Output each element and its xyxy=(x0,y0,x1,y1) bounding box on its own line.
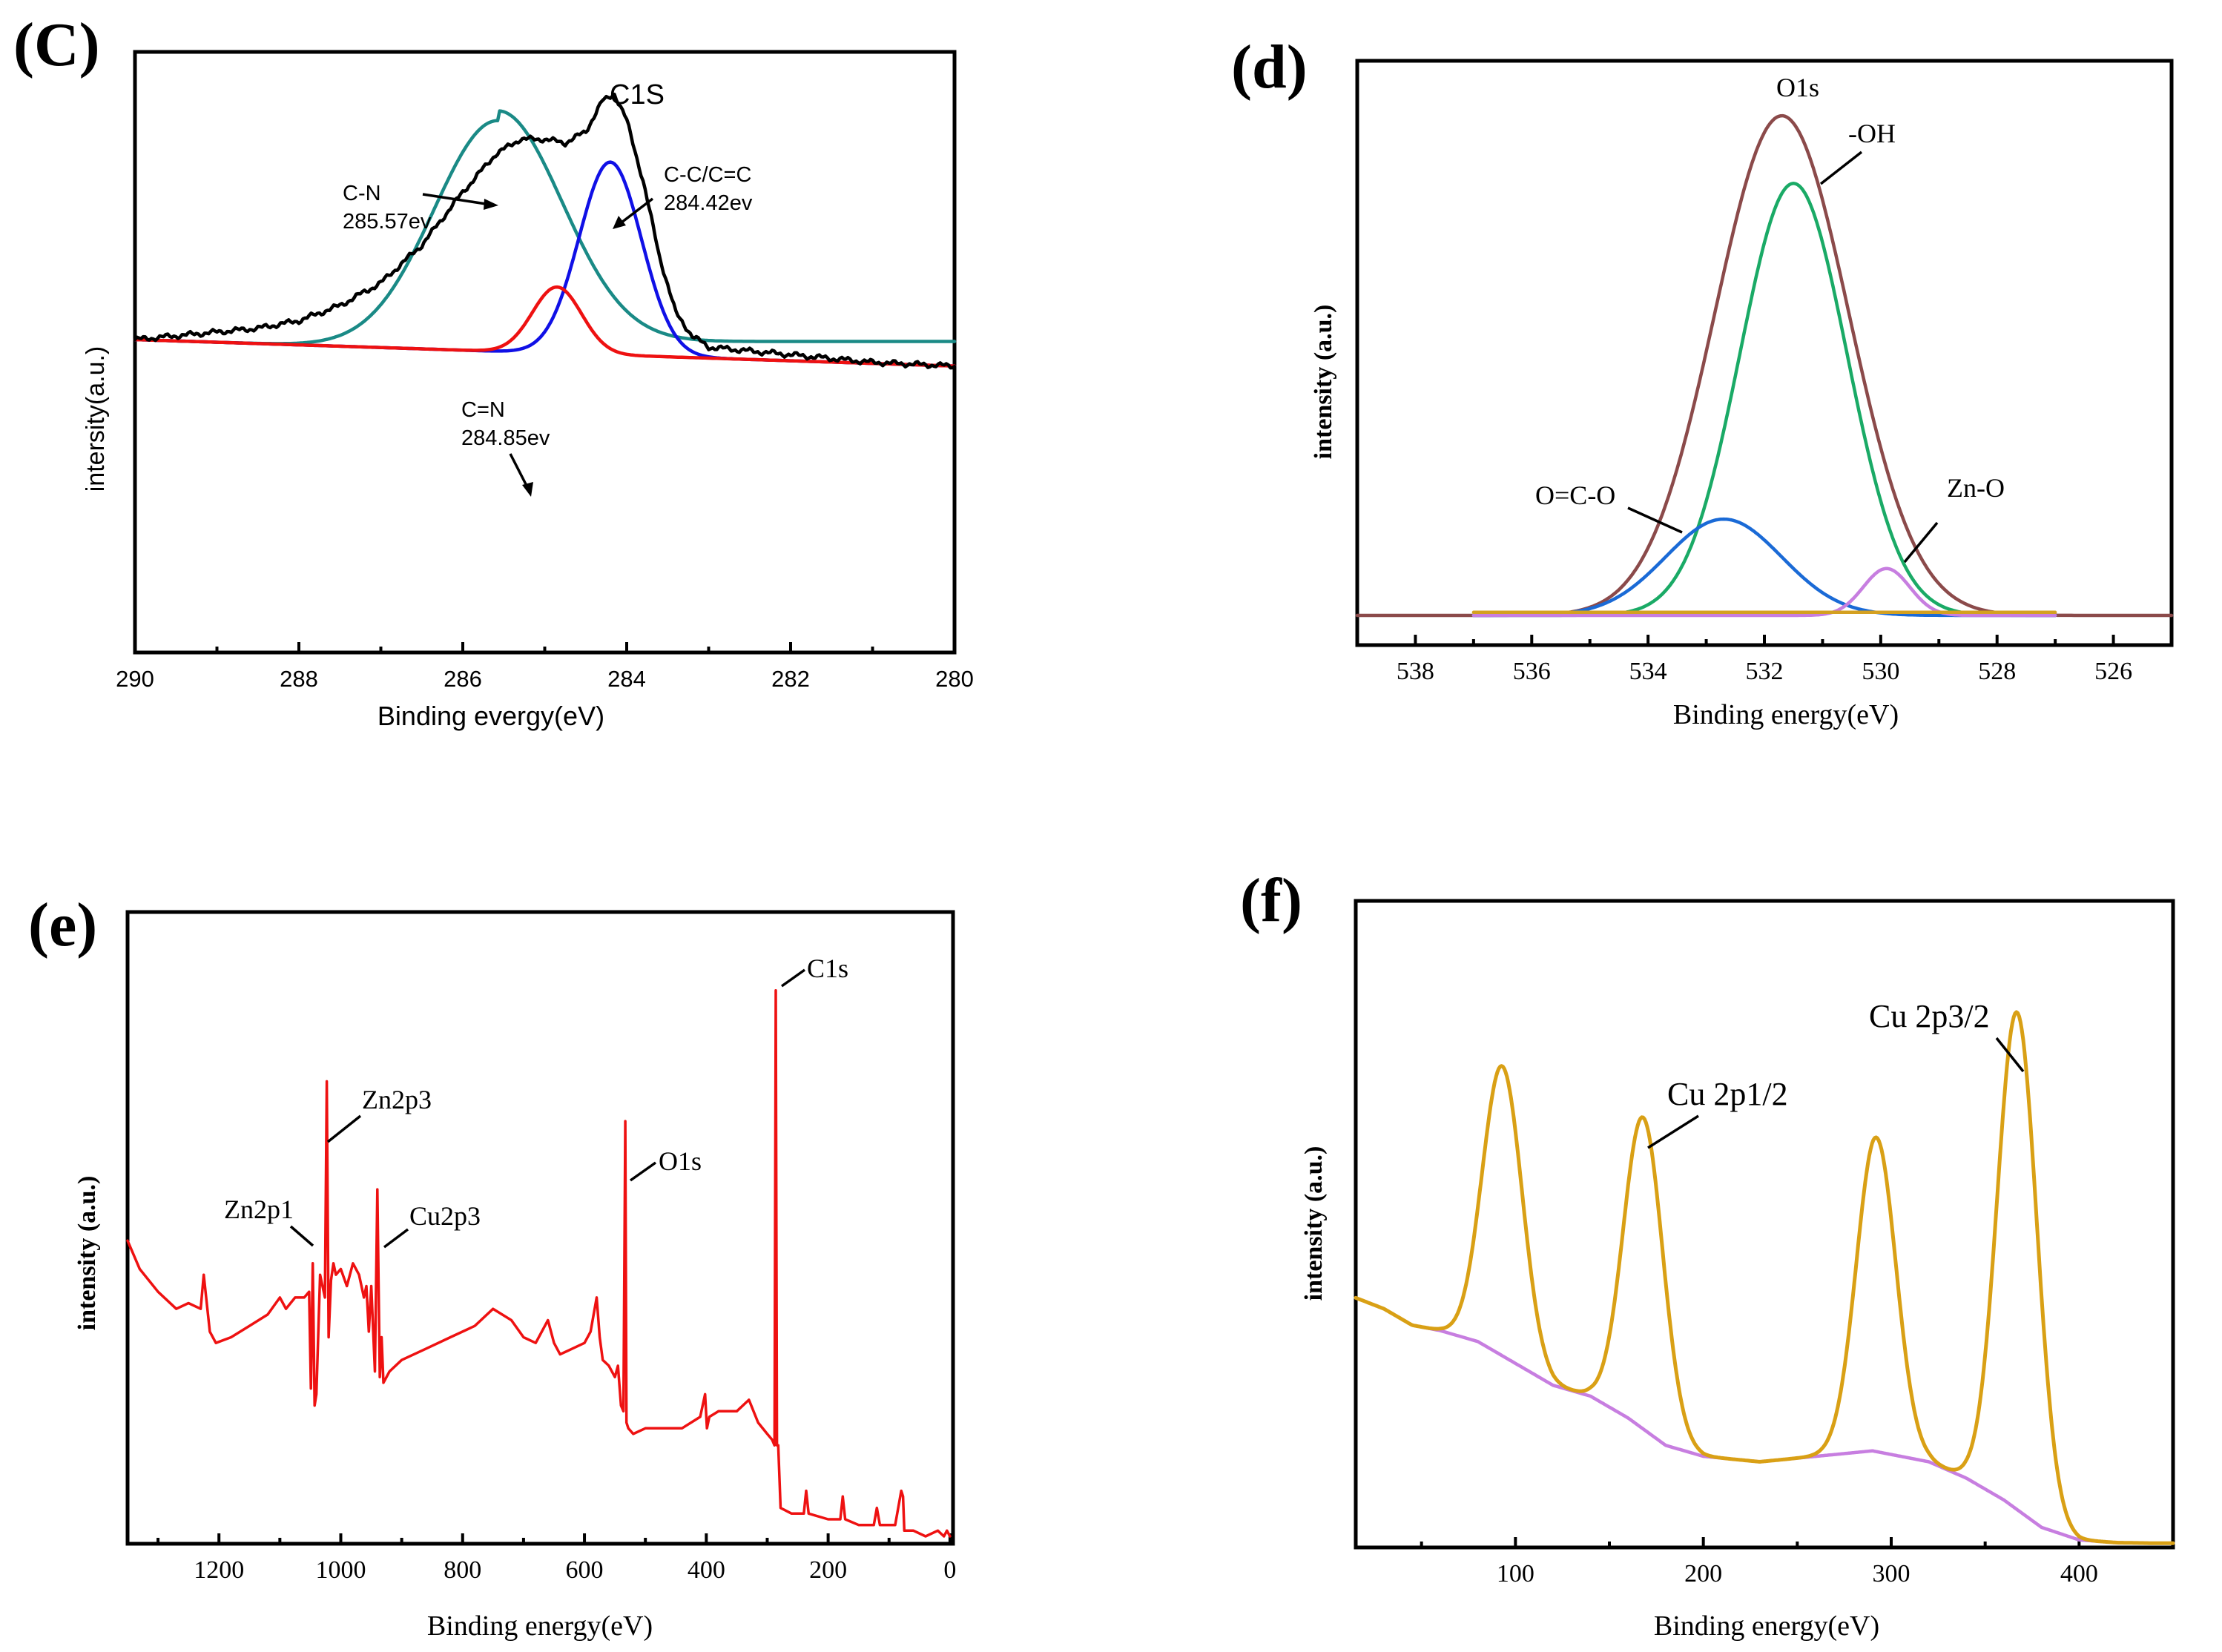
panel-f-label-cu2p32: Cu 2p3/2 xyxy=(1869,998,1990,1034)
panel-f-pointer-cu2p32 xyxy=(1995,1037,2025,1073)
panel-d: (d) 538 536 534 532 530 528 526 Binding energy… xyxy=(1231,33,2174,730)
panel-c-series-3 xyxy=(133,92,957,370)
panel-c-xtick-label: 284 xyxy=(607,666,646,692)
panel-c-pointer-cn xyxy=(422,193,487,205)
panel-c-letter: (C) xyxy=(13,10,100,79)
panel-d-xtick-label: 526 xyxy=(2094,658,2132,685)
panel-c-ticks: 290 288 286 284 282 280 xyxy=(116,642,974,692)
panel-c-xlabel: Binding evergy(eV) xyxy=(378,701,604,731)
panel-c-pointer-cn-head xyxy=(484,199,498,210)
panel-c-series-2 xyxy=(133,285,957,368)
panel-e-xtick-label: 400 xyxy=(688,1556,725,1584)
panel-f-curves xyxy=(1354,1010,2175,1545)
panel-d-xlabel: Binding energy(eV) xyxy=(1673,699,1899,730)
panel-c-pointer-cnd xyxy=(509,453,528,486)
panel-e-xtick-label: 1200 xyxy=(194,1556,244,1584)
panel-d-curves xyxy=(1355,113,2174,618)
panel-e-label-o1s: O1s xyxy=(659,1146,702,1176)
panel-c-label-cc-value: 284.42ev xyxy=(664,191,753,215)
panel-d-xtick-label: 532 xyxy=(1746,658,1784,685)
panel-f-pointer-cu2p12 xyxy=(1647,1114,1699,1149)
panel-d-xtick-label: 530 xyxy=(1862,658,1899,685)
panel-e-label-cu2p3: Cu2p3 xyxy=(409,1201,481,1231)
panel-c-label-cnd-name: C=N xyxy=(461,398,505,422)
panel-d-xtick-label: 538 xyxy=(1397,658,1434,685)
panel-d-xtick-label: 528 xyxy=(1978,658,2016,685)
panel-e-letter: (e) xyxy=(28,891,97,959)
panel-e-xlabel: Binding energy(eV) xyxy=(427,1610,653,1642)
panel-c-xtick-label: 280 xyxy=(935,666,974,692)
panel-e-label-zn2p3: Zn2p3 xyxy=(362,1085,432,1114)
panel-c-xtick-label: 286 xyxy=(444,666,482,692)
panel-c-xtick-label: 282 xyxy=(771,666,810,692)
panel-f-xtick-label: 300 xyxy=(1873,1560,1911,1587)
panel-d-label-zno: Zn-O xyxy=(1947,473,2005,503)
panel-c-pointer-cc xyxy=(620,197,654,224)
panel-d-xtick-label: 534 xyxy=(1629,658,1667,685)
panel-e-pointer-c1s xyxy=(780,968,806,988)
panel-e-series-0 xyxy=(126,988,952,1538)
panel-e-frame xyxy=(125,910,955,1546)
panel-e-xtick-label: 200 xyxy=(809,1556,847,1584)
panel-c-label-cn-value: 285.57ev xyxy=(343,210,432,234)
panel-c-peak-label: C1S xyxy=(610,79,665,110)
panel-d-xtick-label: 536 xyxy=(1513,658,1551,685)
panel-c-label-cc-name: C-C/C=C xyxy=(664,163,751,187)
panel-f: (f) 100 200 300 400 Binding energy(eV) inte… xyxy=(1240,866,2175,1642)
panel-f-series-0 xyxy=(1354,1010,2175,1545)
panel-e-curves xyxy=(126,988,952,1538)
panel-f-xtick-label: 100 xyxy=(1497,1560,1534,1587)
panel-d-label-oh: -OH xyxy=(1848,119,1896,148)
panel-e-xtick-label: 0 xyxy=(943,1556,956,1584)
panel-d-ticks: 538 536 534 532 530 528 526 xyxy=(1397,635,2173,685)
panel-e-xtick-label: 800 xyxy=(444,1556,481,1584)
panel-c-xtick-label: 290 xyxy=(116,666,154,692)
panel-c-pointer-cc-head xyxy=(613,216,626,229)
panel-c-ylabel: intersity(a.u.) xyxy=(82,346,110,492)
panel-e-ticks: 1200 1000 800 600 400 200 0 xyxy=(156,1533,956,1584)
panel-e-xtick-label: 1000 xyxy=(315,1556,366,1584)
panel-e-label-c1s: C1s xyxy=(807,954,848,983)
panel-f-label-cu2p12: Cu 2p1/2 xyxy=(1667,1076,1788,1112)
panel-f-xtick-label: 400 xyxy=(2060,1560,2098,1587)
panel-d-pointer-oh xyxy=(1819,151,1863,185)
panel-d-letter: (d) xyxy=(1231,33,1308,102)
panel-c-curves xyxy=(133,92,957,370)
panel-e-pointer-cu2p3 xyxy=(383,1228,409,1249)
panel-c-label-cnd-value: 284.85ev xyxy=(461,426,550,450)
panel-c-pointer-cnd-head xyxy=(522,482,533,497)
panel-f-xtick-label: 200 xyxy=(1684,1560,1722,1587)
panel-e-pointer-o1s xyxy=(629,1161,657,1182)
panel-d-pointer-oco xyxy=(1627,506,1683,534)
panel-e: (e) 1200 1000 800 600 400 200 0 Binding energy… xyxy=(28,891,956,1642)
panel-f-xlabel: Binding energy(eV) xyxy=(1654,1610,1879,1642)
panel-d-pointer-zno xyxy=(1903,521,1939,564)
panel-d-ylabel: intensity (a.u.) xyxy=(1310,305,1337,460)
panel-f-letter: (f) xyxy=(1240,866,1302,935)
panel-e-pointer-zn2p3 xyxy=(326,1114,362,1143)
panel-e-pointer-zn2p1 xyxy=(289,1225,314,1247)
panel-c-label-cn-name: C-N xyxy=(343,182,381,205)
panel-f-ylabel: intensity (a.u.) xyxy=(1300,1146,1328,1301)
panel-d-label-oco: O=C-O xyxy=(1535,480,1615,510)
panel-e-xtick-label: 600 xyxy=(566,1556,604,1584)
panel-e-ylabel: intensity (a.u.) xyxy=(73,1176,101,1331)
panel-c-xtick-label: 288 xyxy=(280,666,318,692)
panel-d-series-3 xyxy=(1471,566,2057,618)
panel-d-label-o1s: O1s xyxy=(1776,73,1819,102)
panel-e-label-zn2p1: Zn2p1 xyxy=(224,1195,294,1224)
panel-f-frame xyxy=(1354,899,2175,1550)
panel-f-ticks: 100 200 300 400 xyxy=(1420,1537,2098,1587)
panel-c: (C) 290 288 286 284 282 280 Binding evergy(eV… xyxy=(13,10,974,731)
